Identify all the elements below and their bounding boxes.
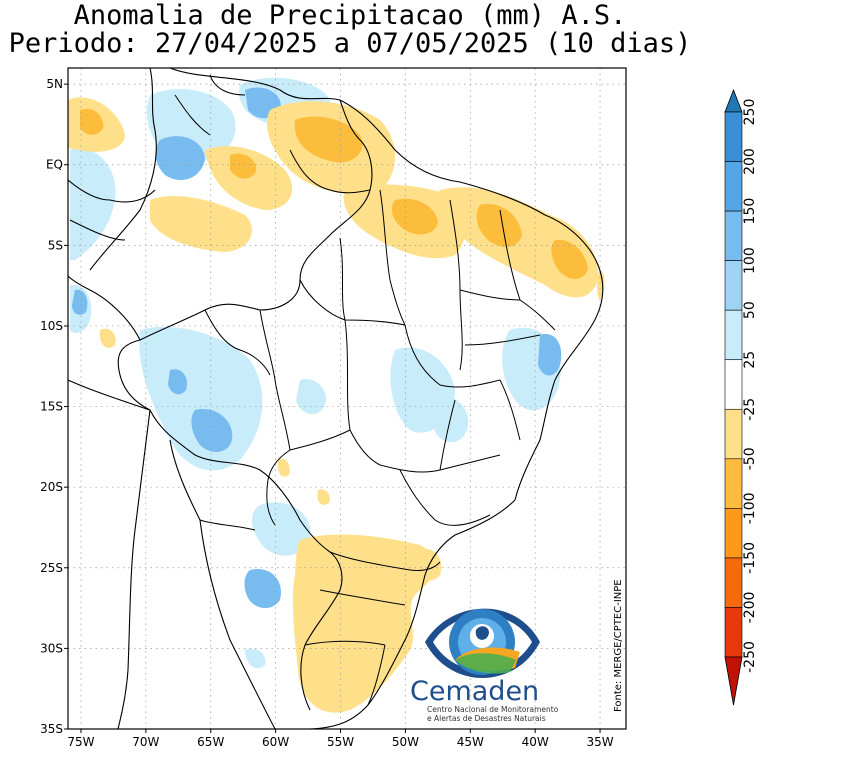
colorbar-label: -25	[742, 398, 758, 421]
colorbar-label: 200	[742, 148, 758, 175]
colorbar-swatch	[724, 111, 743, 162]
lat-tick-label: 35S	[40, 722, 63, 736]
eye-logo-icon	[425, 608, 540, 678]
colorbar-label: 250	[742, 99, 758, 126]
source-label: Fonte: MERGE/CPTEC-INPE	[613, 579, 624, 712]
colorbar-swatch	[724, 210, 743, 261]
anomaly-shading	[68, 77, 605, 713]
map-title: Anomalia de Precipitacao (mm) A.S.	[73, 0, 627, 31]
colorbar-label: -50	[742, 447, 758, 470]
map-period: Periodo: 27/04/2025 a 07/05/2025 (10 dia…	[8, 28, 692, 59]
lon-tick-label: 35W	[586, 735, 613, 749]
colorbar-swatch	[724, 260, 743, 311]
colorbar-label: 100	[742, 247, 758, 274]
lon-tick-label: 45W	[457, 735, 484, 749]
colorbar-swatch	[724, 607, 743, 658]
colorbar-label: -200	[742, 592, 758, 624]
colorbar-label: -150	[742, 542, 758, 574]
state-borders	[174, 94, 556, 706]
colorbar-label: 150	[742, 198, 758, 225]
colorbar: 250 200 150 100 50 25 -25 -50 -100 -150 -200 -250	[724, 88, 758, 706]
lon-tick-label: 40W	[522, 735, 549, 749]
colorbar-label: 25	[742, 351, 758, 369]
lat-tick-label: 5N	[46, 77, 63, 91]
colorbar-swatch	[724, 458, 743, 509]
colorbar-label: 50	[742, 301, 758, 319]
colorbar-swatch	[724, 408, 743, 460]
colorbar-swatch	[724, 161, 743, 212]
logo-name: Cemaden	[410, 676, 539, 707]
lat-tick-label: 15S	[40, 400, 63, 414]
lat-tick-label: 10S	[40, 319, 63, 333]
latitude-axis: 5N EQ 5S 10S 15S 20S 25S 30S 35S	[40, 77, 68, 736]
longitude-axis: 75W 70W 65W 60W 55W 50W 45W 40W 35W	[67, 729, 614, 749]
lat-tick-label: 30S	[40, 641, 63, 655]
lat-tick-label: 5S	[48, 238, 63, 252]
lon-tick-label: 50W	[392, 735, 419, 749]
colorbar-swatch	[724, 508, 743, 559]
colorbar-top-arrow	[724, 88, 743, 113]
colorbar-swatch	[724, 359, 743, 410]
colorbar-swatch	[724, 309, 743, 361]
colorbar-swatch	[724, 557, 743, 608]
logo-subtitle-1: Centro Nacional de Monitoramento	[427, 705, 559, 714]
lat-tick-label: 20S	[40, 480, 63, 494]
lon-tick-label: 70W	[132, 735, 159, 749]
lon-tick-label: 65W	[197, 735, 224, 749]
lat-tick-label: 25S	[40, 561, 63, 575]
cemaden-logo: Cemaden Centro Nacional de Monitoramento…	[410, 608, 559, 723]
colorbar-bottom-arrow	[724, 656, 743, 706]
lat-tick-label: EQ	[46, 158, 63, 172]
colorbar-label: -100	[742, 492, 758, 524]
lon-tick-label: 75W	[67, 735, 94, 749]
lon-tick-label: 55W	[327, 735, 354, 749]
colorbar-label: -250	[742, 641, 758, 673]
logo-subtitle-2: e Alertas de Desastres Naturais	[427, 714, 546, 723]
map-frame	[67, 67, 627, 730]
lon-tick-label: 60W	[262, 735, 289, 749]
